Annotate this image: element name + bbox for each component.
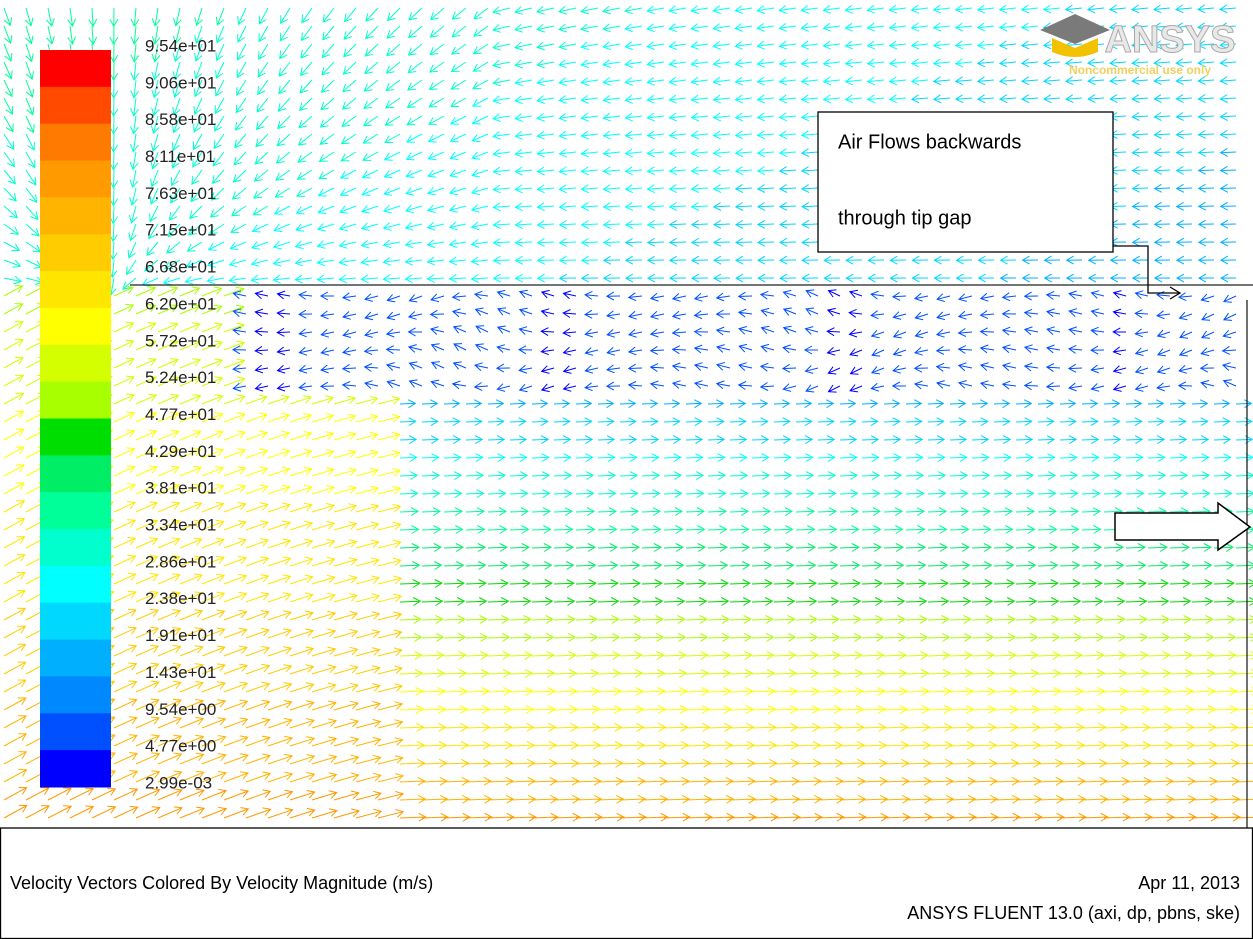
colorbar-label: 4.77e+01 (145, 405, 216, 424)
colorbar-band (40, 271, 111, 308)
colorbar-label: 6.68e+01 (145, 258, 216, 277)
colorbar-label: 2.38e+01 (145, 589, 216, 608)
colorbar-label: 2.86e+01 (145, 552, 216, 571)
colorbar-label: 3.81e+01 (145, 479, 216, 498)
colorbar-label: 4.77e+00 (145, 737, 216, 756)
colorbar-label: 8.11e+01 (145, 147, 215, 166)
colorbar-band (40, 197, 111, 234)
colorbar-band (40, 676, 111, 713)
colorbar-label: 9.06e+01 (145, 73, 216, 92)
colorbar-band (40, 603, 111, 640)
annotation-line: through tip gap (838, 207, 971, 229)
logo-notice: Noncommercial use only (1069, 63, 1211, 77)
annotation-line: Air Flows backwards (838, 131, 1021, 153)
colorbar-label: 1.91e+01 (145, 626, 216, 645)
colorbar-label: 5.72e+01 (145, 331, 216, 350)
colorbar-label: 9.54e+01 (145, 36, 216, 55)
colorbar-band (40, 640, 111, 677)
colorbar-band (40, 455, 111, 492)
colorbar-label: 5.24e+01 (145, 368, 216, 387)
colorbar-label: 7.15e+01 (145, 221, 216, 240)
footer-date: Apr 11, 2013 (1138, 873, 1240, 893)
colorbar-band (40, 382, 111, 419)
colorbar-band (40, 161, 111, 198)
colorbar-band (40, 750, 111, 787)
footer-title: Velocity Vectors Colored By Velocity Mag… (10, 873, 433, 893)
colorbar-label: 3.34e+01 (145, 516, 216, 535)
colorbar-band (40, 566, 111, 603)
logo: ANSYS Noncommercial use only (1040, 14, 1235, 77)
colorbar-band (40, 87, 111, 124)
fluent-viewer: 9.54e+01 9.06e+01 8.58e+01 8.11e+01 7.63e+01… (0, 0, 1253, 939)
colorbar-label: 6.20e+01 (145, 294, 216, 313)
colorbar-band (40, 345, 111, 382)
footer-software: ANSYS FLUENT 13.0 (axi, dp, pbns, ske) (907, 903, 1240, 923)
colorbar-band (40, 308, 111, 345)
colorbar-label: 2.99e-03 (145, 773, 212, 792)
logo-brand: ANSYS (1105, 19, 1236, 61)
colorbar-label: 4.29e+01 (145, 442, 216, 461)
colorbar-band (40, 124, 111, 161)
colorbar-band (40, 492, 111, 529)
colorbar-band (40, 419, 111, 456)
colorbar-band (40, 50, 111, 87)
colorbar-label: 7.63e+01 (145, 184, 216, 203)
colorbar-label: 8.58e+01 (145, 110, 216, 129)
colorbar-band (40, 713, 111, 750)
colorbar-band (40, 529, 111, 566)
colorbar-label: 1.43e+01 (145, 663, 216, 682)
colorbar-label: 9.54e+00 (145, 700, 216, 719)
colorbar-band (40, 234, 111, 271)
